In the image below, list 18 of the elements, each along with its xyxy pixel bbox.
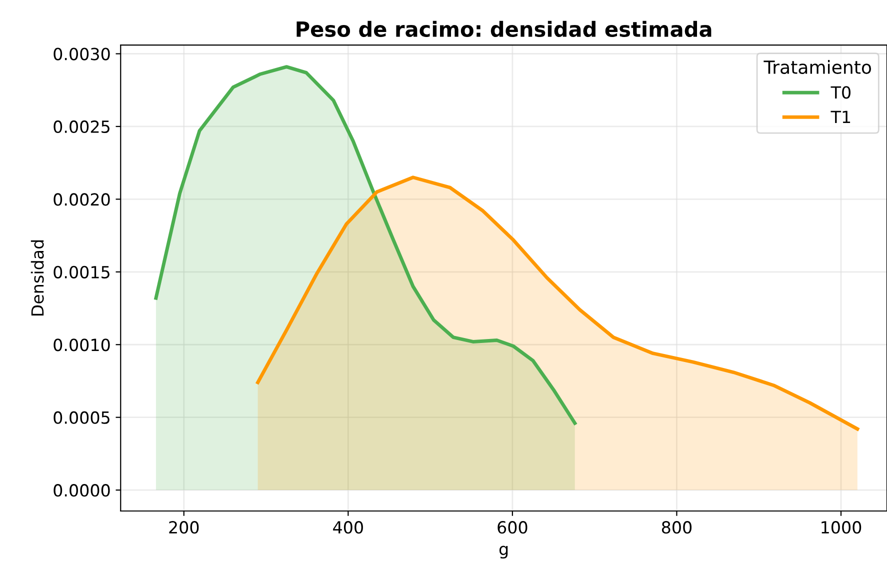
y-tick-label: 0.0010 <box>54 338 110 352</box>
legend-label: T0 <box>830 86 850 99</box>
x-tick-label: 400 <box>333 521 363 534</box>
chart-title: Peso de racimo: densidad estimada <box>296 20 712 37</box>
y-tick-label: 0.0025 <box>54 120 110 134</box>
x-axis-title: g <box>499 546 508 559</box>
y-tick-label: 0.0020 <box>54 193 110 206</box>
y-axis-title: Densidad <box>30 240 44 316</box>
y-tick-label: 0.0015 <box>54 266 110 278</box>
x-tick-label: 200 <box>169 521 199 534</box>
x-tick-label: 1000 <box>822 521 862 534</box>
y-tick-label: 0.0030 <box>54 48 110 60</box>
legend-title: Tratamiento <box>764 60 872 74</box>
y-tick-label: 0.0000 <box>54 484 110 497</box>
legend-label: T1 <box>830 110 850 123</box>
x-tick-label: 600 <box>498 521 528 534</box>
x-tick-label: 800 <box>662 521 692 534</box>
y-tick-label: 0.0005 <box>54 411 110 424</box>
